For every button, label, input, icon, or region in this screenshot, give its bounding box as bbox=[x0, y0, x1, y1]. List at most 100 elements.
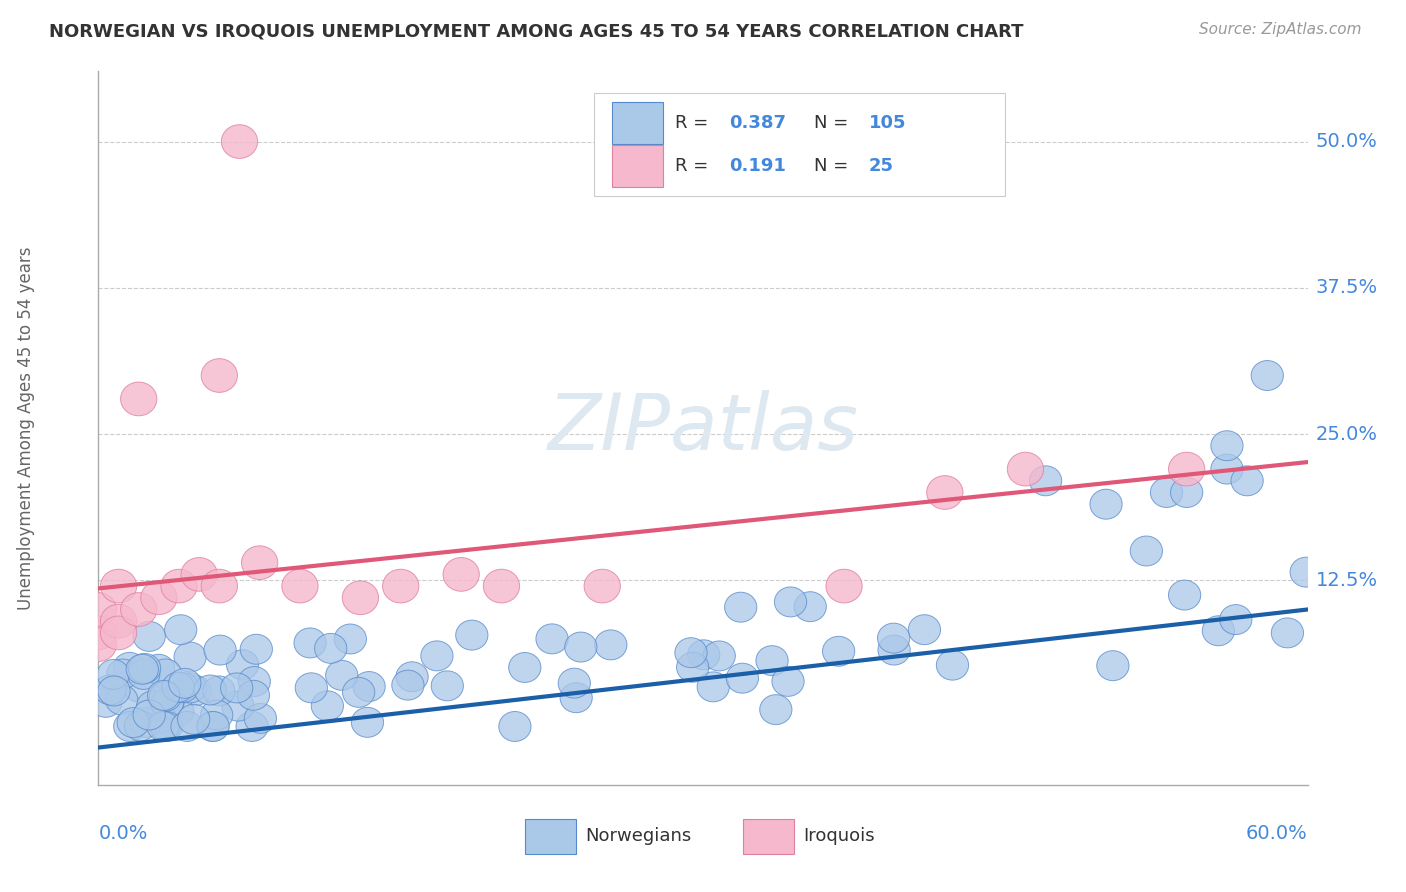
Text: R =: R = bbox=[675, 114, 714, 132]
Ellipse shape bbox=[1211, 454, 1243, 484]
Ellipse shape bbox=[353, 672, 385, 701]
Ellipse shape bbox=[172, 712, 202, 741]
Ellipse shape bbox=[136, 691, 169, 721]
Ellipse shape bbox=[724, 592, 756, 622]
Ellipse shape bbox=[169, 668, 201, 698]
Text: Source: ZipAtlas.com: Source: ZipAtlas.com bbox=[1198, 22, 1361, 37]
Ellipse shape bbox=[236, 712, 269, 741]
Ellipse shape bbox=[595, 630, 627, 660]
Ellipse shape bbox=[335, 624, 367, 654]
FancyBboxPatch shape bbox=[613, 145, 664, 187]
Ellipse shape bbox=[142, 655, 174, 684]
Text: Norwegians: Norwegians bbox=[586, 828, 692, 846]
Ellipse shape bbox=[202, 676, 235, 706]
Ellipse shape bbox=[456, 620, 488, 650]
Ellipse shape bbox=[392, 670, 425, 700]
Text: 60.0%: 60.0% bbox=[1246, 824, 1308, 843]
Ellipse shape bbox=[197, 712, 229, 741]
Ellipse shape bbox=[201, 359, 238, 392]
Ellipse shape bbox=[727, 664, 758, 693]
Ellipse shape bbox=[688, 640, 720, 670]
Ellipse shape bbox=[80, 616, 117, 649]
Ellipse shape bbox=[772, 666, 804, 697]
Text: 25: 25 bbox=[869, 157, 894, 175]
Ellipse shape bbox=[343, 677, 375, 707]
Text: 12.5%: 12.5% bbox=[1316, 571, 1378, 590]
Ellipse shape bbox=[174, 673, 207, 703]
Ellipse shape bbox=[825, 569, 862, 603]
Ellipse shape bbox=[141, 581, 177, 615]
Ellipse shape bbox=[94, 675, 127, 705]
Ellipse shape bbox=[114, 652, 146, 682]
Ellipse shape bbox=[221, 673, 253, 703]
Ellipse shape bbox=[484, 569, 520, 603]
Ellipse shape bbox=[1150, 477, 1182, 508]
Ellipse shape bbox=[222, 691, 254, 721]
Ellipse shape bbox=[1271, 618, 1303, 648]
Ellipse shape bbox=[1211, 431, 1243, 460]
Ellipse shape bbox=[1291, 558, 1322, 587]
Ellipse shape bbox=[1130, 536, 1163, 566]
Text: R =: R = bbox=[675, 157, 714, 175]
Text: N =: N = bbox=[814, 157, 855, 175]
Text: 25.0%: 25.0% bbox=[1316, 425, 1378, 443]
Ellipse shape bbox=[128, 659, 160, 690]
Ellipse shape bbox=[238, 666, 270, 697]
Ellipse shape bbox=[150, 712, 183, 741]
Ellipse shape bbox=[149, 712, 181, 741]
Ellipse shape bbox=[124, 711, 156, 741]
Ellipse shape bbox=[927, 475, 963, 509]
Ellipse shape bbox=[160, 569, 197, 603]
Ellipse shape bbox=[100, 569, 136, 603]
Ellipse shape bbox=[100, 616, 136, 649]
Ellipse shape bbox=[226, 649, 259, 680]
Text: 50.0%: 50.0% bbox=[1316, 132, 1378, 151]
Ellipse shape bbox=[1251, 360, 1284, 391]
Text: NORWEGIAN VS IROQUOIS UNEMPLOYMENT AMONG AGES 45 TO 54 YEARS CORRELATION CHART: NORWEGIAN VS IROQUOIS UNEMPLOYMENT AMONG… bbox=[49, 22, 1024, 40]
Ellipse shape bbox=[177, 705, 209, 734]
Ellipse shape bbox=[162, 697, 194, 726]
Ellipse shape bbox=[877, 624, 910, 653]
Ellipse shape bbox=[98, 676, 131, 706]
Ellipse shape bbox=[245, 704, 277, 733]
Ellipse shape bbox=[1168, 580, 1201, 610]
Ellipse shape bbox=[352, 707, 384, 738]
Ellipse shape bbox=[1219, 605, 1251, 634]
Ellipse shape bbox=[432, 671, 464, 701]
Ellipse shape bbox=[823, 636, 855, 666]
Text: 0.191: 0.191 bbox=[730, 157, 786, 175]
Ellipse shape bbox=[499, 712, 531, 741]
Ellipse shape bbox=[148, 681, 180, 710]
Ellipse shape bbox=[204, 635, 236, 665]
Ellipse shape bbox=[294, 628, 326, 658]
Text: N =: N = bbox=[814, 114, 855, 132]
Text: 37.5%: 37.5% bbox=[1316, 278, 1378, 297]
Ellipse shape bbox=[90, 688, 122, 717]
Ellipse shape bbox=[396, 662, 429, 691]
FancyBboxPatch shape bbox=[613, 102, 664, 145]
Ellipse shape bbox=[149, 681, 181, 711]
Ellipse shape bbox=[143, 703, 176, 733]
Text: Iroquois: Iroquois bbox=[803, 828, 875, 846]
Text: 0.387: 0.387 bbox=[730, 114, 786, 132]
Ellipse shape bbox=[124, 673, 155, 702]
Ellipse shape bbox=[759, 695, 792, 724]
Ellipse shape bbox=[134, 622, 166, 651]
Ellipse shape bbox=[908, 615, 941, 645]
Ellipse shape bbox=[80, 592, 117, 626]
Ellipse shape bbox=[583, 569, 620, 603]
Ellipse shape bbox=[152, 687, 184, 716]
Ellipse shape bbox=[936, 650, 969, 680]
Ellipse shape bbox=[794, 591, 827, 622]
Ellipse shape bbox=[221, 125, 257, 159]
Ellipse shape bbox=[129, 707, 162, 738]
Ellipse shape bbox=[179, 676, 211, 706]
Ellipse shape bbox=[281, 569, 318, 603]
Ellipse shape bbox=[242, 546, 278, 580]
Ellipse shape bbox=[121, 592, 157, 626]
Ellipse shape bbox=[166, 673, 198, 703]
Ellipse shape bbox=[194, 675, 226, 705]
Ellipse shape bbox=[311, 690, 343, 721]
Ellipse shape bbox=[240, 634, 273, 665]
Ellipse shape bbox=[162, 673, 194, 702]
